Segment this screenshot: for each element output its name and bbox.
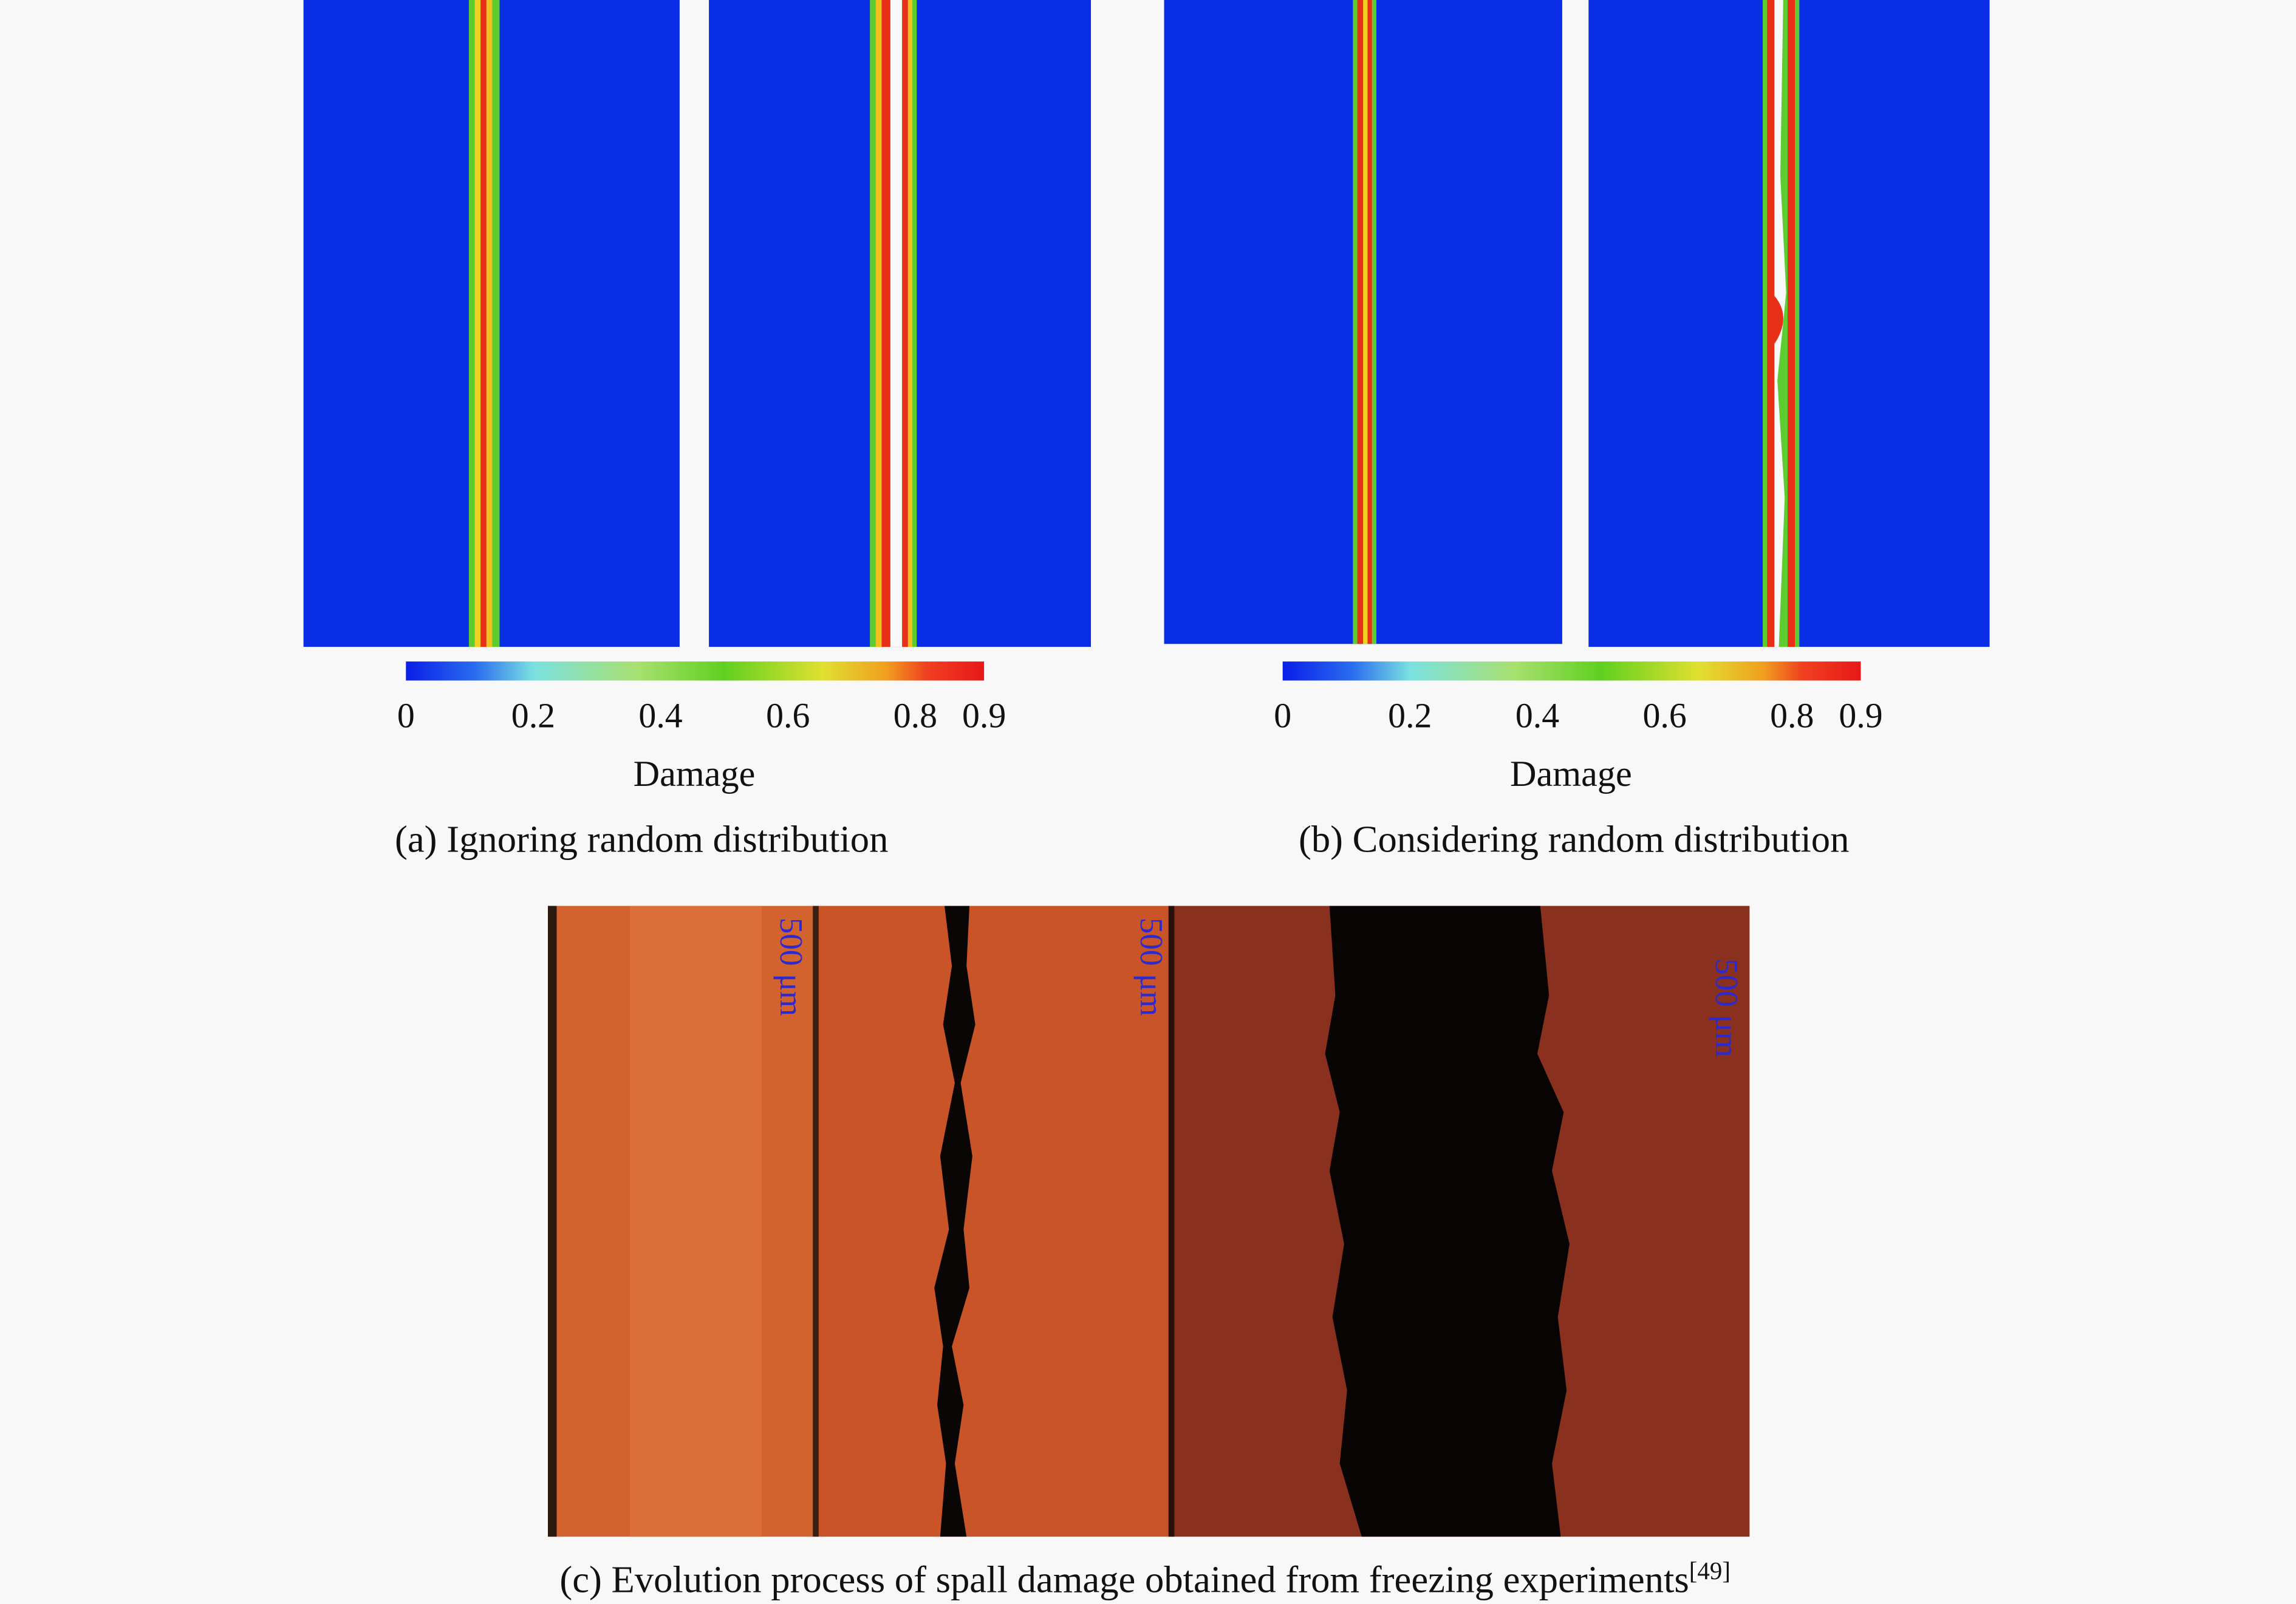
tick-label: 0 bbox=[1274, 696, 1291, 735]
tick-label: 0.6 bbox=[766, 696, 810, 735]
tick-label: 0.6 bbox=[1642, 696, 1686, 735]
tick-label: 0.2 bbox=[1388, 696, 1432, 735]
tick-label: 0.8 bbox=[1770, 696, 1814, 735]
experiment-images bbox=[548, 906, 1750, 1537]
scale-label: 500 μm bbox=[1133, 918, 1169, 1016]
colorbar-label: Damage bbox=[1510, 754, 1632, 794]
tick-label: 0.2 bbox=[511, 696, 555, 735]
tick-label: 0.9 bbox=[1839, 696, 1882, 735]
caption: (c) Evolution process of spall damage ob… bbox=[559, 1557, 1731, 1601]
caption: (b) Considering random distribution bbox=[1299, 817, 1849, 860]
colorbar bbox=[406, 661, 985, 681]
scale-label: 500 μm bbox=[1709, 958, 1744, 1057]
colorbar-a-ticks: 0 0.2 0.4 0.6 0.8 0.9 bbox=[397, 696, 1006, 735]
caption: (a) Ignoring random distribution bbox=[395, 817, 888, 860]
tick-label: 0.4 bbox=[638, 696, 682, 735]
tick-label: 0.4 bbox=[1515, 696, 1559, 735]
tick-label: 0 bbox=[397, 696, 415, 735]
simulation-b bbox=[1164, 0, 1990, 647]
colorbar bbox=[1282, 661, 1861, 681]
colorbar-label: Damage bbox=[634, 754, 756, 794]
colorbar-b-ticks: 0 0.2 0.4 0.6 0.8 0.9 bbox=[1274, 696, 1882, 735]
simulation-a bbox=[303, 0, 1092, 647]
tick-label: 0.9 bbox=[962, 696, 1006, 735]
caption-ref: [49] bbox=[1689, 1557, 1731, 1585]
tick-label: 0.8 bbox=[893, 696, 937, 735]
caption-text: (c) Evolution process of spall damage ob… bbox=[559, 1558, 1689, 1601]
scale-label: 500 μm bbox=[773, 918, 808, 1016]
